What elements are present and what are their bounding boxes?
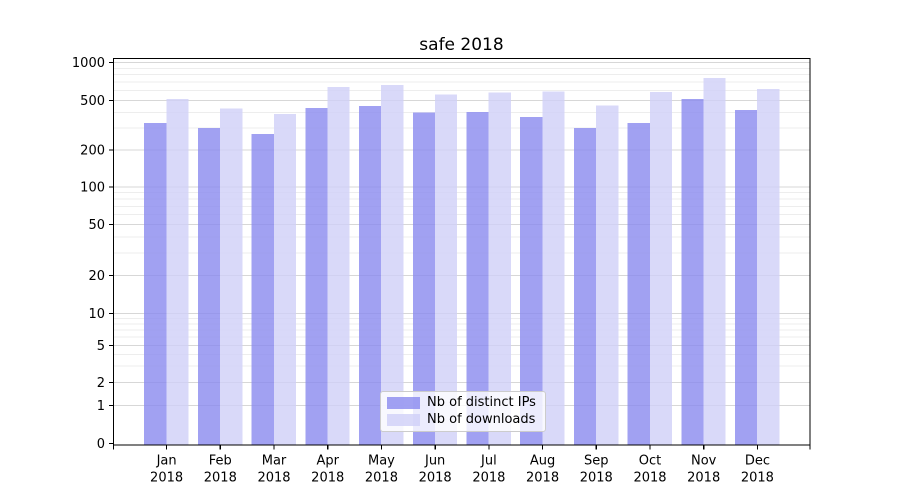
legend-item-distinct-ips: Nb of distinct IPs <box>387 395 539 411</box>
y-tick-label: 1 <box>97 399 105 414</box>
x-tick-label-year: 2018 <box>365 471 398 486</box>
x-tick-label-month: Mar <box>262 454 287 469</box>
chart-title: safe 2018 <box>419 35 504 55</box>
axes-spines <box>112 57 811 446</box>
x-tick-label-year: 2018 <box>150 471 183 486</box>
x-tick-label-year: 2018 <box>311 471 344 486</box>
x-tick-label-year: 2018 <box>741 471 774 486</box>
x-tick-label-month: Apr <box>316 454 339 469</box>
x-tick-label-month: Nov <box>691 454 717 469</box>
x-tick-label-year: 2018 <box>687 471 720 486</box>
x-tick-label-year: 2018 <box>580 471 613 486</box>
y-tick-label: 0 <box>97 437 105 452</box>
bar-downloads-may <box>381 84 404 445</box>
bar-distinct-ips-nov <box>681 98 704 445</box>
bar-downloads-jan <box>166 98 189 445</box>
bar-downloads-aug <box>542 91 565 445</box>
bar-distinct-ips-jul <box>466 111 489 445</box>
y-tick-label: 50 <box>88 218 105 233</box>
bar-downloads-nov <box>703 77 726 445</box>
x-tick-label-month: Oct <box>639 454 661 469</box>
legend-swatch-downloads <box>387 414 420 426</box>
x-tick-label-month: Aug <box>530 454 555 469</box>
bar-distinct-ips-aug <box>520 116 543 445</box>
bar-downloads-oct <box>649 91 672 445</box>
y-tick-label: 1000 <box>72 56 105 71</box>
bar-distinct-ips-jan <box>144 122 167 445</box>
bar-downloads-jun <box>434 94 458 445</box>
legend: Nb of distinct IPs Nb of downloads <box>380 391 546 432</box>
bar-distinct-ips-apr <box>305 108 328 445</box>
x-tick-label-year: 2018 <box>204 471 237 486</box>
bar-downloads-apr <box>327 86 350 445</box>
y-tick-label: 2 <box>97 376 105 391</box>
bar-distinct-ips-oct <box>627 122 650 445</box>
y-tick-label: 200 <box>80 144 105 159</box>
x-tick-label-month: Dec <box>745 454 770 469</box>
y-tick-label: 20 <box>88 269 105 284</box>
x-tick-label-month: Feb <box>209 454 232 469</box>
bar-downloads-mar <box>273 113 297 445</box>
bar-distinct-ips-dec <box>735 109 758 445</box>
bar-downloads-dec <box>757 89 780 445</box>
legend-item-downloads: Nb of downloads <box>387 412 539 428</box>
x-tick-label-month: Jan <box>156 454 177 469</box>
bar-downloads-jul <box>488 92 511 445</box>
legend-label-downloads: Nb of downloads <box>427 412 536 427</box>
x-tick-label-month: May <box>368 454 395 469</box>
bar-distinct-ips-feb <box>197 128 221 445</box>
bar-distinct-ips-sep <box>573 128 597 445</box>
y-tick-label: 10 <box>88 307 105 322</box>
x-tick-label-year: 2018 <box>526 471 559 486</box>
x-tick-label-year: 2018 <box>633 471 666 486</box>
x-tick-label-year: 2018 <box>472 471 505 486</box>
x-tick-label-month: Jun <box>424 454 445 469</box>
y-tick-label: 500 <box>80 94 105 109</box>
bar-distinct-ips-may <box>359 106 382 445</box>
bar-downloads-feb <box>220 108 243 445</box>
legend-label-distinct-ips: Nb of distinct IPs <box>427 395 536 410</box>
bar-distinct-ips-mar <box>251 133 274 445</box>
bar-distinct-ips-jun <box>412 112 435 445</box>
legend-swatch-distinct-ips <box>387 397 420 409</box>
y-tick-label: 5 <box>97 339 105 354</box>
x-tick-label-month: Sep <box>584 454 609 469</box>
x-tick-label-year: 2018 <box>257 471 290 486</box>
x-tick-label-month: Jul <box>480 454 497 469</box>
bar-downloads-sep <box>596 105 619 445</box>
x-tick-label-year: 2018 <box>419 471 452 486</box>
y-tick-label: 100 <box>80 181 105 196</box>
